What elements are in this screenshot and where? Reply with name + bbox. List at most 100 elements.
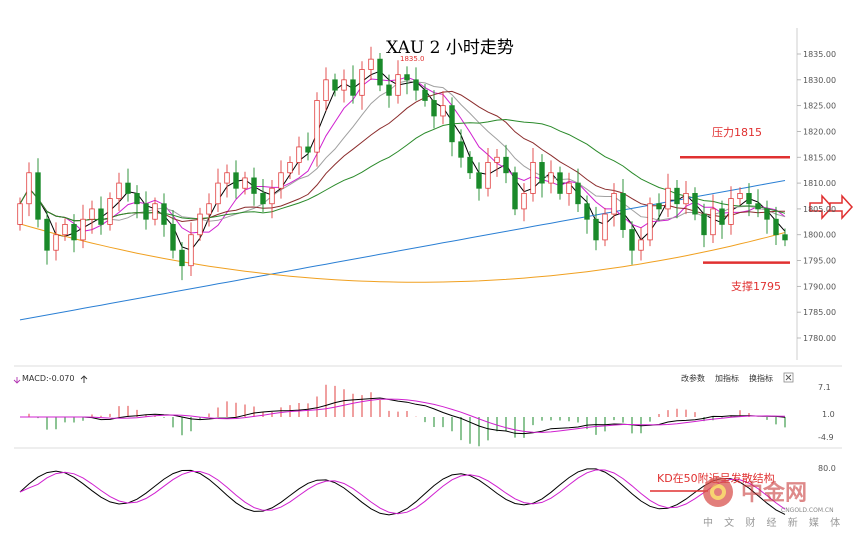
- candle-body: [368, 58, 374, 70]
- candle-body: [107, 198, 113, 225]
- price-tick-label: 1810.00: [803, 179, 836, 188]
- candle-body: [440, 105, 446, 117]
- ma-line-orange: [19, 223, 786, 283]
- candle-body: [44, 218, 50, 251]
- candle-body: [656, 203, 662, 210]
- candle-body: [584, 203, 590, 220]
- candle-body: [665, 187, 671, 210]
- macd-label: MACD:-0.070: [22, 374, 74, 383]
- candle-body: [125, 182, 131, 194]
- candle-body: [161, 203, 167, 225]
- candle-body: [701, 213, 707, 236]
- candle-body: [530, 162, 536, 194]
- grid: [14, 365, 842, 449]
- candle-body: [269, 187, 275, 205]
- candle-body: [332, 79, 338, 91]
- candle-body: [233, 172, 239, 189]
- candle-body: [80, 218, 86, 241]
- candle-body: [539, 162, 545, 184]
- candle-body: [197, 213, 203, 236]
- candle-body: [620, 193, 626, 230]
- price-tick-label: 1835.00: [803, 50, 836, 59]
- candle-body: [296, 146, 302, 163]
- candle-body: [458, 141, 464, 158]
- support-label: 支撑1795: [731, 279, 781, 293]
- kd-d-line: [19, 469, 786, 515]
- candle-body: [359, 69, 365, 96]
- candle-body: [485, 162, 491, 189]
- kd-k-line: [19, 468, 786, 516]
- macd-add-indicator-button[interactable]: 加指标: [715, 373, 739, 383]
- candle-body: [251, 177, 257, 194]
- candle-body: [89, 208, 95, 220]
- candle-body: [638, 239, 644, 251]
- candle-body: [179, 249, 185, 267]
- candle-body: [719, 208, 725, 225]
- candle-body: [395, 74, 401, 96]
- macd-dea-line: [20, 398, 786, 433]
- ma-line-magenta: [19, 76, 786, 234]
- candle-body: [566, 182, 572, 194]
- candle-body: [71, 223, 77, 241]
- candle-body: [143, 203, 149, 220]
- candle-body: [692, 193, 698, 215]
- macd-tick-top: 7.1: [818, 383, 831, 392]
- price-tick-label: 1785.00: [803, 308, 836, 317]
- candle-body: [35, 172, 41, 220]
- price-axis: 1835.00 1830.00 1825.00 1820.00 1815.00 1810.…: [796, 28, 836, 360]
- watermark-domain: CNGOLD.COM.CN: [781, 507, 834, 514]
- price-tick-label: 1820.00: [803, 127, 836, 136]
- candle-body: [431, 100, 437, 117]
- candle-body: [674, 187, 680, 205]
- candle-body: [602, 213, 608, 241]
- candle-body: [647, 203, 653, 241]
- candle-body: [134, 193, 140, 205]
- kd-panel: [19, 468, 786, 516]
- candle-body: [341, 79, 347, 91]
- candle-body: [449, 105, 455, 143]
- candle-body: [314, 100, 320, 153]
- chart-title: XAU 2 小时走势: [386, 38, 514, 58]
- macd-panel: [13, 375, 786, 447]
- price-tick-label: 1815.00: [803, 153, 836, 162]
- candle-body: [494, 156, 500, 163]
- macd-close-icon[interactable]: [783, 372, 794, 383]
- price-tick-label: 1805.00: [803, 205, 836, 214]
- price-tick-label: 1830.00: [803, 76, 836, 85]
- candle-body: [26, 172, 32, 205]
- candle-body: [773, 218, 779, 236]
- candle-body: [17, 203, 23, 225]
- candle-body: [98, 208, 104, 225]
- candle-body: [305, 146, 311, 153]
- candle-body: [782, 234, 788, 241]
- candle-body: [548, 172, 554, 184]
- candle-body: [764, 208, 770, 220]
- candle-body: [350, 79, 356, 96]
- kd-tick-top: 80.0: [818, 464, 836, 473]
- price-tick-label: 1795.00: [803, 257, 836, 266]
- candle-body: [476, 172, 482, 189]
- candle-body: [404, 74, 410, 81]
- candle-body: [206, 203, 212, 215]
- direction-arrow-icon: [829, 194, 854, 220]
- macd-switch-indicator-button[interactable]: 换指标: [749, 373, 773, 383]
- macd-change-params-button[interactable]: 改参数: [681, 373, 705, 383]
- candle-body: [170, 223, 176, 251]
- candle-body: [242, 177, 248, 189]
- candle-body: [152, 203, 158, 220]
- watermark-site: 中金网: [741, 480, 807, 506]
- candle-body: [503, 156, 509, 174]
- candle-body: [683, 193, 689, 205]
- price-tick-label: 1800.00: [803, 231, 836, 240]
- macd-dif-line: [20, 397, 786, 435]
- candle-body: [737, 193, 743, 199]
- candle-body: [512, 172, 518, 210]
- candle-body: [278, 172, 284, 189]
- candle-body: [224, 172, 230, 184]
- high-label: 1835.0: [400, 55, 425, 63]
- candle-body: [323, 79, 329, 101]
- candles: [17, 46, 788, 281]
- candle-body: [710, 208, 716, 236]
- resistance-label: 压力1815: [712, 126, 762, 139]
